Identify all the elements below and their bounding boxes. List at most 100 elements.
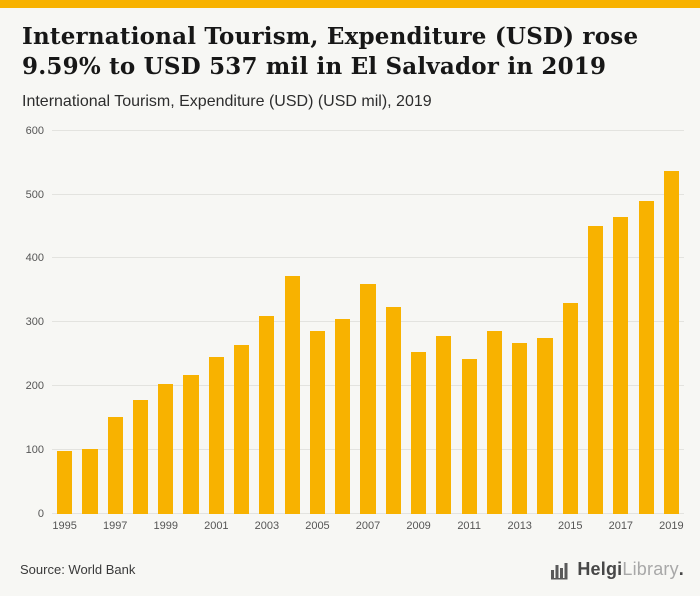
bar-2013[interactable] — [512, 342, 528, 514]
bar-2018[interactable] — [638, 200, 654, 514]
bar-slot — [254, 131, 279, 514]
bar-2012[interactable] — [486, 330, 502, 514]
bar-2016[interactable] — [587, 225, 604, 514]
brand-light: Library — [622, 559, 679, 579]
bar-2019[interactable] — [663, 170, 679, 514]
x-tick-label: 2019 — [659, 519, 684, 532]
y-tick-label: 600 — [25, 124, 44, 137]
bar-slot — [507, 131, 532, 514]
bar-slot — [330, 131, 355, 514]
bar-2010[interactable] — [436, 336, 452, 514]
x-tick-label — [280, 520, 305, 534]
bar-slot — [128, 131, 153, 514]
x-tick-label: 2011 — [457, 519, 481, 532]
x-tick-label: 2017 — [608, 519, 634, 532]
bar-slot — [103, 131, 128, 514]
x-tick-label — [77, 520, 102, 534]
bar-2001[interactable] — [208, 356, 224, 514]
y-tick-label: 200 — [25, 380, 44, 393]
x-tick-label — [178, 520, 203, 534]
x-tick-label: 2001 — [204, 519, 229, 532]
bar-slot — [532, 131, 557, 514]
bar-2017[interactable] — [613, 216, 629, 514]
x-tick-label — [482, 520, 507, 534]
y-tick-label: 0 — [37, 507, 44, 520]
x-tick-label — [381, 520, 406, 534]
x-tick-label — [330, 520, 355, 534]
bar-2004[interactable] — [284, 276, 300, 514]
x-tick-label — [583, 520, 608, 534]
bar-2003[interactable] — [259, 315, 275, 514]
bar-1998[interactable] — [132, 400, 149, 514]
x-tick-label — [431, 520, 456, 534]
brand-dot: . — [678, 559, 684, 579]
bar-1995[interactable] — [57, 451, 73, 514]
plot-area — [52, 129, 684, 514]
bar-2011[interactable] — [461, 359, 477, 514]
bar-slot — [608, 131, 633, 514]
bar-2000[interactable] — [183, 374, 199, 514]
bar-slot — [229, 131, 254, 514]
x-tick-label: 2003 — [254, 519, 280, 532]
gridline — [52, 257, 684, 259]
brand-bold: Helgi — [577, 559, 623, 579]
bar-2005[interactable] — [309, 330, 326, 514]
x-tick-label: 2013 — [507, 519, 532, 532]
top-accent-bar — [0, 0, 700, 8]
chart-subtitle: International Tourism, Expenditure (USD)… — [22, 92, 432, 110]
x-tick-label — [633, 520, 658, 534]
y-tick-label: 300 — [25, 316, 44, 329]
gridline — [52, 193, 684, 195]
bar-slot — [204, 131, 229, 514]
x-axis: 1995 1997 1999 2001 2003 2005 2007 2009 2011 2013… — [52, 520, 684, 534]
bar-chart: 0 100 200 300 400 500 600 — [0, 111, 700, 520]
header: International Tourism, Expenditure (USD)… — [0, 8, 700, 111]
bar-slot — [280, 131, 305, 514]
x-tick-label: 2015 — [558, 519, 583, 532]
x-tick-label: 1995 — [52, 519, 77, 532]
bar-slot — [482, 131, 507, 514]
bar-slot — [457, 131, 482, 514]
x-tick-label — [128, 520, 153, 534]
bar-1996[interactable] — [82, 449, 98, 514]
bar-slot — [381, 131, 406, 514]
bar-slot — [178, 131, 203, 514]
page-title: International Tourism, Expenditure (USD)… — [22, 23, 639, 81]
gridline — [52, 129, 684, 131]
x-tick-label — [229, 520, 254, 534]
helgi-library-logo[interactable]: HelgiLibrary. — [550, 559, 684, 580]
bar-slot — [355, 131, 380, 514]
bar-slot — [406, 131, 431, 514]
x-tick-label: 1997 — [102, 519, 128, 532]
bar-2006[interactable] — [335, 319, 351, 514]
bar-1999[interactable] — [158, 383, 174, 514]
bar-slot — [431, 131, 456, 514]
bar-slot — [633, 131, 658, 514]
y-tick-label: 500 — [25, 188, 44, 201]
bar-1997[interactable] — [107, 416, 123, 514]
bar-slot — [558, 131, 583, 514]
y-tick-label: 400 — [25, 252, 44, 265]
x-tick-label: 2007 — [355, 519, 381, 532]
source-label: Source: World Bank — [20, 562, 136, 577]
bar-slot — [153, 131, 178, 514]
helgi-logo-icon — [550, 560, 570, 580]
x-tick-label: 2005 — [305, 519, 330, 532]
y-tick-label: 100 — [25, 443, 44, 456]
bar-2014[interactable] — [537, 337, 553, 514]
bar-2015[interactable] — [562, 303, 578, 514]
x-tick-label — [532, 520, 557, 534]
bar-slot — [659, 131, 684, 514]
bar-2008[interactable] — [385, 306, 401, 514]
bar-slot — [583, 131, 608, 514]
footer: Source: World Bank HelgiLibrary. — [20, 559, 684, 580]
bar-2007[interactable] — [360, 283, 376, 514]
bar-2009[interactable] — [411, 352, 427, 514]
bar-slot — [77, 131, 102, 514]
bars — [52, 131, 684, 514]
x-tick-label: 2009 — [406, 519, 431, 532]
x-tick-label: 1999 — [153, 519, 178, 532]
brand-text: HelgiLibrary. — [577, 559, 684, 580]
bar-slot — [305, 131, 330, 514]
bar-2002[interactable] — [234, 344, 250, 514]
